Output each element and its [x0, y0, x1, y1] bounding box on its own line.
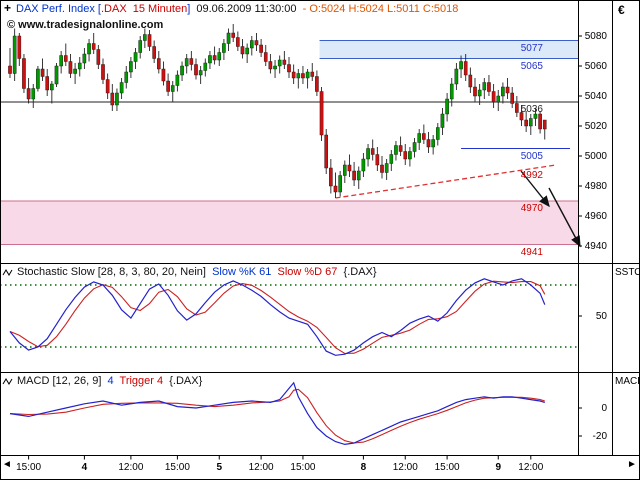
- projection-arrows: [520, 170, 581, 248]
- resistance-zone: [319, 40, 578, 59]
- macd-line: [9, 381, 545, 446]
- header-segment: .DAX 15 Minuten: [100, 3, 188, 15]
- header-segment: Slow %D 67: [277, 266, 344, 278]
- header-segment: - O:5024 H:5024 L:5011 C:5018: [302, 3, 459, 15]
- header-segment: MACD [12, 26, 9]: [17, 375, 108, 387]
- squiggle-icon: [2, 378, 13, 385]
- axis-ticks: [28, 35, 582, 460]
- stochastic-d-line: [9, 280, 546, 355]
- squiggle-icon: [2, 269, 13, 276]
- stochastic-bands: [0, 284, 578, 348]
- header-segment: {.DAX}: [343, 266, 377, 278]
- header-segment: ]: [187, 3, 197, 15]
- header-segment: 4: [107, 375, 120, 387]
- header-segment: Stochastic Slow [28, 8, 3, 80, 20, Nein]: [17, 266, 213, 278]
- candlestick-series: [8, 24, 547, 198]
- stochastic-header: Stochastic Slow [28, 8, 3, 80, 20, Nein]…: [15, 266, 379, 279]
- right-arrow-icon[interactable]: ►: [627, 459, 637, 470]
- watermark: © www.tradesignalonline.com: [7, 19, 164, 31]
- header-segment: 09.06.2009 11:30:00: [196, 3, 303, 15]
- dashed-trendline: [335, 164, 557, 199]
- header-segment: DAX Perf. Index [: [16, 3, 101, 15]
- support-zone: [0, 200, 578, 245]
- macd-header: MACD [12, 26, 9] 4 Trigger 4 {.DAX}: [15, 375, 205, 388]
- macd-trigger-line: [9, 388, 545, 444]
- plus-icon[interactable]: +: [4, 1, 12, 15]
- header-segment: Trigger 4: [119, 375, 170, 387]
- stochastic-k-line: [9, 278, 546, 356]
- header-segment: {.DAX}: [169, 375, 203, 387]
- main-chart-header: DAX Perf. Index [.DAX 15 Minuten] 09.06.…: [14, 3, 461, 16]
- left-arrow-icon[interactable]: ◄: [2, 459, 12, 470]
- header-segment: Slow %K 61: [212, 266, 278, 278]
